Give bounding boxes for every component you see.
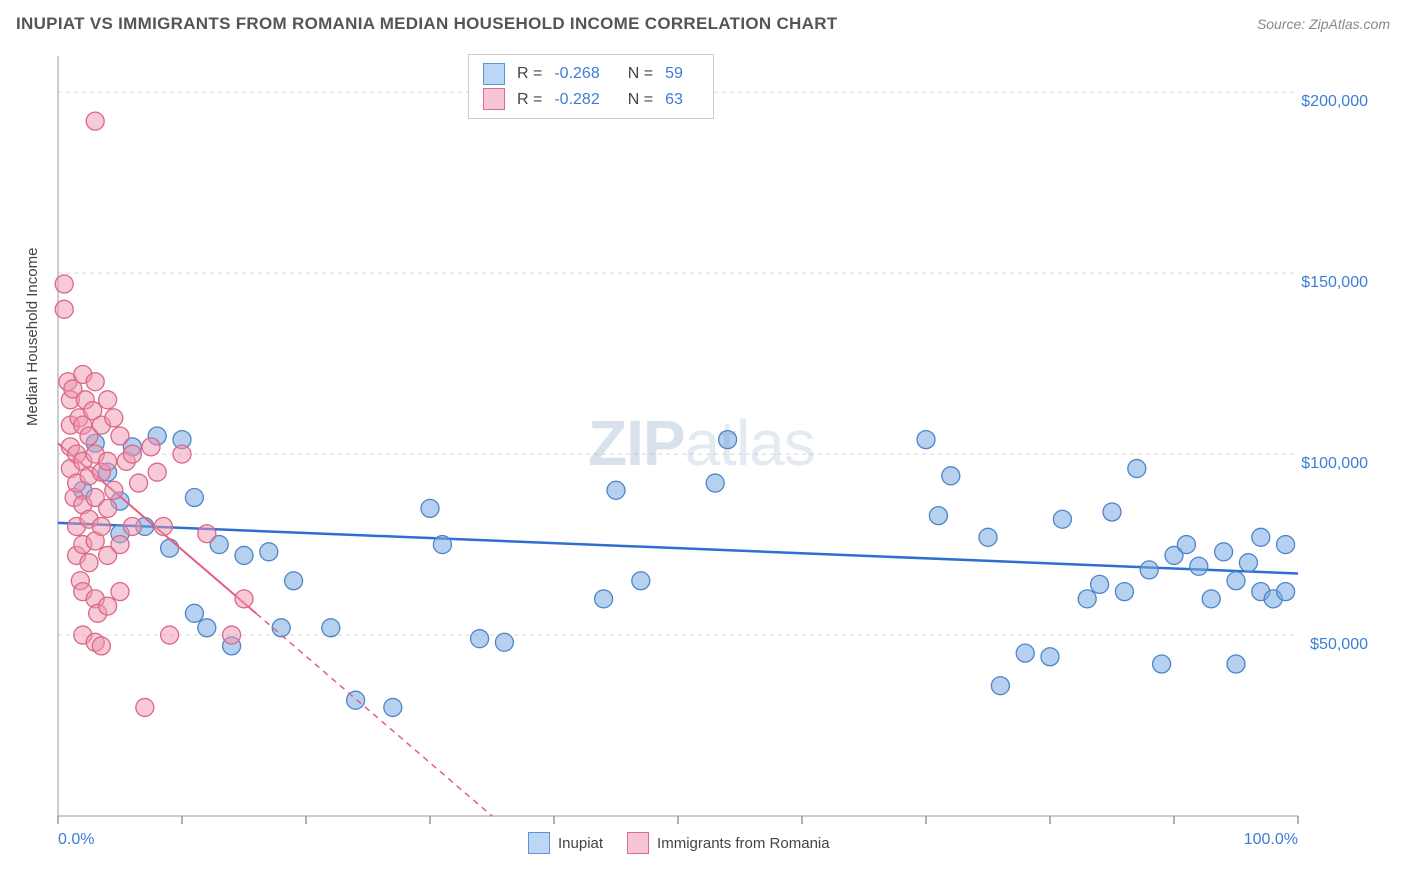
r-value: -0.268 xyxy=(554,61,599,87)
r-label: R = xyxy=(517,61,542,87)
r-value: -0.282 xyxy=(554,87,599,113)
n-label: N = xyxy=(628,87,653,113)
legend-swatch xyxy=(528,832,550,854)
n-value: 63 xyxy=(665,87,683,113)
legend-series: Inupiat Immigrants from Romania xyxy=(528,832,830,854)
source-label: Source: ZipAtlas.com xyxy=(1257,16,1390,32)
svg-text:100.0%: 100.0% xyxy=(1244,831,1298,846)
chart-container: Median Household Income $50,000$100,000$… xyxy=(48,46,1388,846)
svg-text:$50,000: $50,000 xyxy=(1310,636,1368,653)
n-value: 59 xyxy=(665,61,683,87)
legend-label: Immigrants from Romania xyxy=(657,835,830,852)
r-label: R = xyxy=(517,87,542,113)
legend-swatch xyxy=(483,88,505,110)
y-axis-label: Median Household Income xyxy=(24,248,41,426)
legend-correlation: R = -0.268 N = 59 R = -0.282 N = 63 xyxy=(468,54,714,119)
n-label: N = xyxy=(628,61,653,87)
legend-swatch xyxy=(483,63,505,85)
legend-item: Immigrants from Romania xyxy=(627,832,830,854)
svg-text:$100,000: $100,000 xyxy=(1301,455,1368,472)
scatter-plot: $50,000 $100,000 $150,000 $200,000 0.0% 100.0… xyxy=(48,46,1388,846)
chart-title: INUPIAT VS IMMIGRANTS FROM ROMANIA MEDIA… xyxy=(16,14,837,34)
svg-text:$200,000: $200,000 xyxy=(1301,93,1368,110)
legend-row: R = -0.268 N = 59 xyxy=(483,61,699,87)
svg-text:$150,000: $150,000 xyxy=(1301,274,1368,291)
legend-swatch xyxy=(627,832,649,854)
legend-label: Inupiat xyxy=(558,835,603,852)
svg-text:0.0%: 0.0% xyxy=(58,831,94,846)
legend-row: R = -0.282 N = 63 xyxy=(483,87,699,113)
legend-item: Inupiat xyxy=(528,832,603,854)
